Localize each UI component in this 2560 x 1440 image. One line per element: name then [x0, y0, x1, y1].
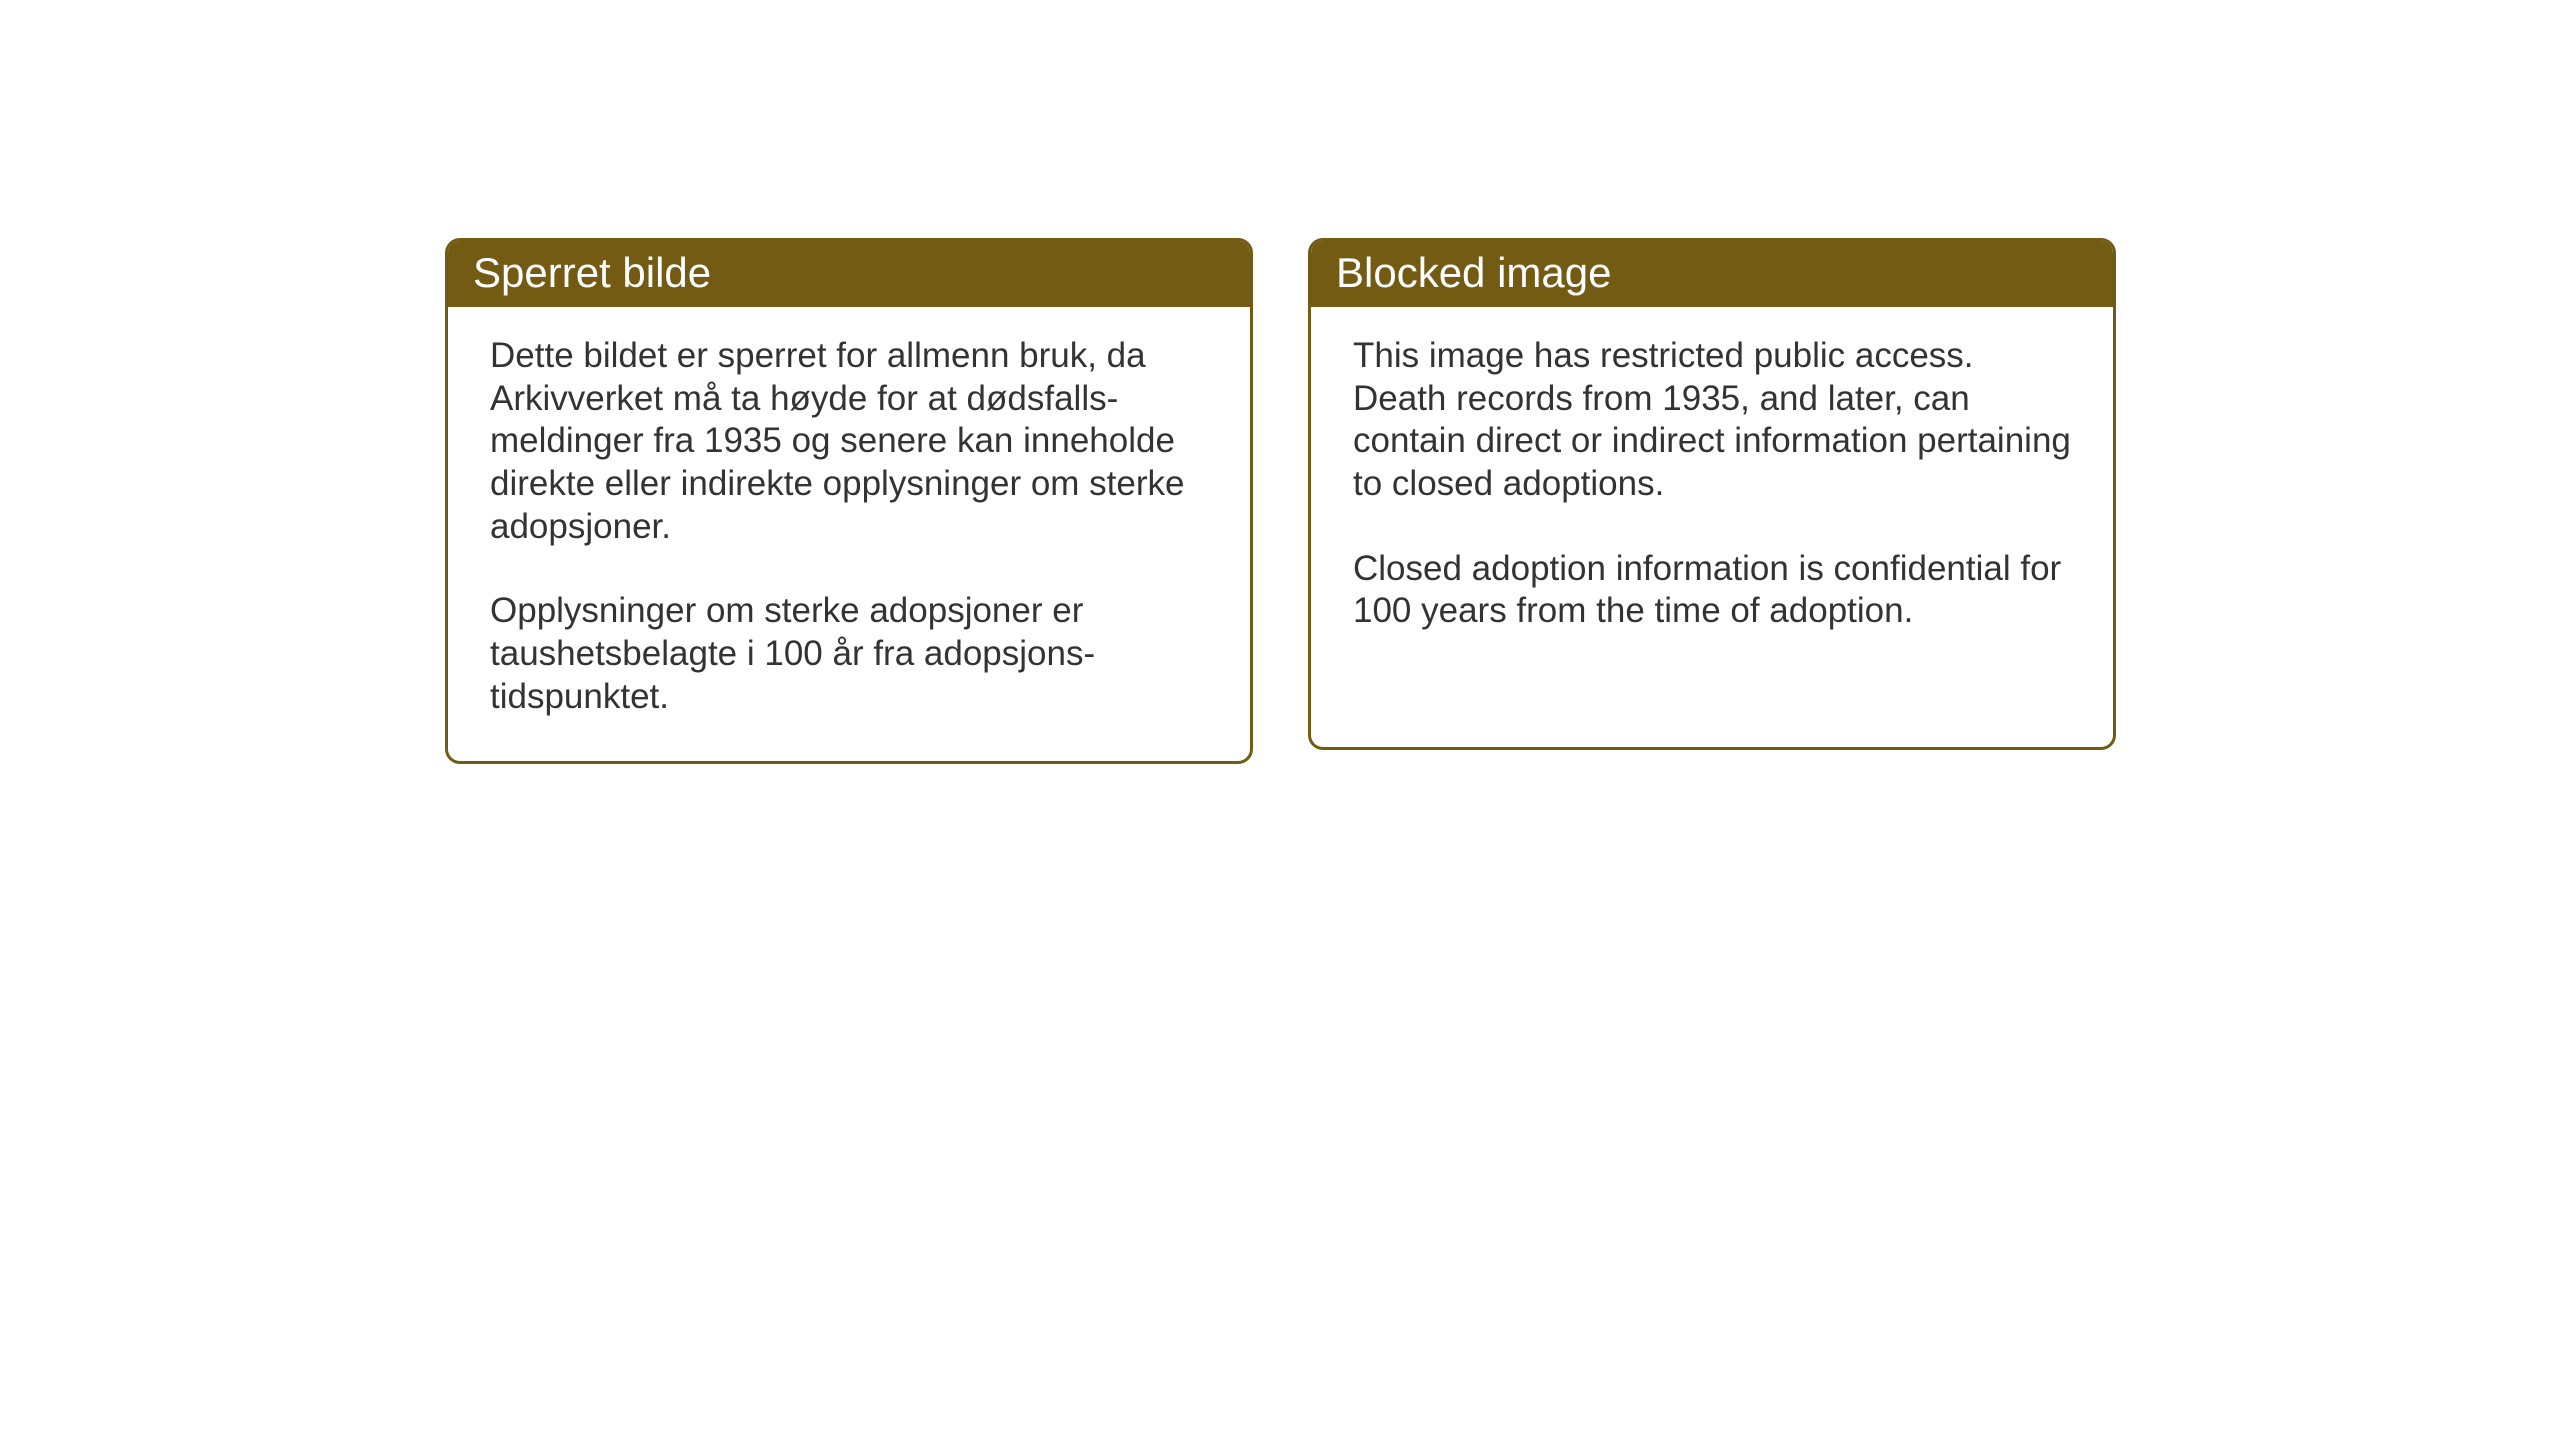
paragraph-english-1: This image has restricted public access.…: [1353, 335, 2071, 506]
paragraph-norwegian-1: Dette bildet er sperret for allmenn bruk…: [490, 335, 1208, 548]
card-header-english: Blocked image: [1311, 241, 2113, 307]
card-header-norwegian: Sperret bilde: [448, 241, 1250, 307]
notice-container: Sperret bilde Dette bildet er sperret fo…: [445, 238, 2116, 764]
card-body-english: This image has restricted public access.…: [1311, 307, 2113, 675]
paragraph-english-2: Closed adoption information is confident…: [1353, 548, 2071, 633]
notice-card-norwegian: Sperret bilde Dette bildet er sperret fo…: [445, 238, 1253, 764]
card-body-norwegian: Dette bildet er sperret for allmenn bruk…: [448, 307, 1250, 761]
notice-card-english: Blocked image This image has restricted …: [1308, 238, 2116, 750]
paragraph-norwegian-2: Opplysninger om sterke adopsjoner er tau…: [490, 590, 1208, 718]
